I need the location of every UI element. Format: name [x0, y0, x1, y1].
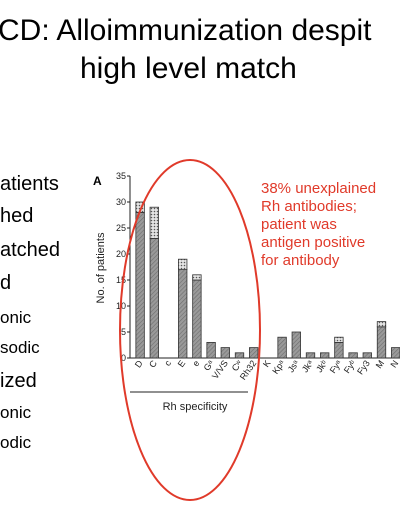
y-tick-label: 35: [116, 171, 126, 181]
x-tick-label: Kpᵃ: [270, 358, 287, 376]
x-tick-label: C: [147, 358, 159, 369]
x-tick-label: V/VS: [210, 358, 230, 381]
bullet-text: hed: [0, 205, 34, 227]
x-tick-label: D: [133, 358, 145, 369]
bar: [291, 331, 301, 359]
y-tick-label: 20: [116, 249, 126, 259]
bullet-text: ized: [0, 370, 37, 392]
x-tick-label: K: [261, 358, 273, 369]
y-tick-label: 25: [116, 223, 126, 233]
bar: [334, 341, 344, 359]
bar: [376, 326, 387, 359]
bar: [348, 352, 358, 359]
x-tick-label: Jkᵇ: [314, 358, 330, 374]
highlight-ellipse: [119, 159, 261, 501]
bar: [320, 352, 330, 359]
y-tick-label: 15: [116, 275, 126, 285]
bar-segment: [178, 258, 188, 271]
annotation-line: 38% unexplained: [261, 180, 377, 197]
annotation-line: patient was: [261, 216, 337, 233]
x-tick-label: Fyᵇ: [342, 358, 358, 375]
bullet-text: atients: [0, 173, 59, 195]
title-line-2: high level match: [80, 52, 297, 85]
bar: [220, 347, 230, 359]
bullet-text: onic: [0, 308, 32, 327]
x-tick-label: M: [374, 358, 386, 370]
x-tick-label: c: [162, 358, 173, 368]
bullet-text: onic: [0, 403, 32, 422]
x-tick-label: e: [190, 358, 201, 368]
bullet-text: atched: [0, 239, 61, 261]
bullet-text: sodic: [0, 338, 40, 357]
bar-segment: [334, 336, 344, 343]
x-tick-label: Jkᵃ: [300, 358, 316, 374]
bar: [178, 269, 188, 359]
y-tick-label: 0: [121, 353, 126, 363]
bar-segment: [149, 206, 159, 239]
title-line-1: CD: Alloimmunization despit: [0, 14, 372, 47]
x-tick-label: E: [176, 358, 188, 369]
annotation-line: Rh antibodies;: [261, 198, 357, 215]
x-tick-label: Fy3: [355, 358, 372, 376]
bar: [277, 336, 287, 359]
bar-segment: [192, 274, 202, 281]
x-tick-label: N: [388, 358, 400, 369]
annotation-line: antigen positive: [261, 234, 366, 251]
bullet-text: odic: [0, 433, 32, 452]
bar: [362, 352, 372, 359]
y-tick-label: 30: [116, 197, 126, 207]
y-tick-label: 5: [121, 327, 126, 337]
bar: [206, 341, 216, 359]
x-tick-label: Fyᵃ: [328, 358, 344, 375]
bar: [135, 211, 145, 359]
bar-segment: [376, 321, 387, 328]
annotation: 38% unexplained Rh antibodies; patient w…: [261, 180, 400, 270]
x-axis-label: Rh specificity: [163, 401, 228, 413]
bar: [149, 237, 159, 359]
bar: [305, 352, 316, 359]
bar: [391, 347, 400, 359]
annotation-line: for antibody: [261, 252, 340, 269]
x-tick-label: Jsᵃ: [286, 358, 302, 374]
bar: [249, 347, 259, 359]
panel-label: A: [93, 174, 102, 188]
bullet-text: d: [0, 272, 12, 294]
y-axis-label: No. of patients: [95, 232, 107, 303]
bar: [192, 279, 202, 359]
bar: [234, 352, 245, 359]
